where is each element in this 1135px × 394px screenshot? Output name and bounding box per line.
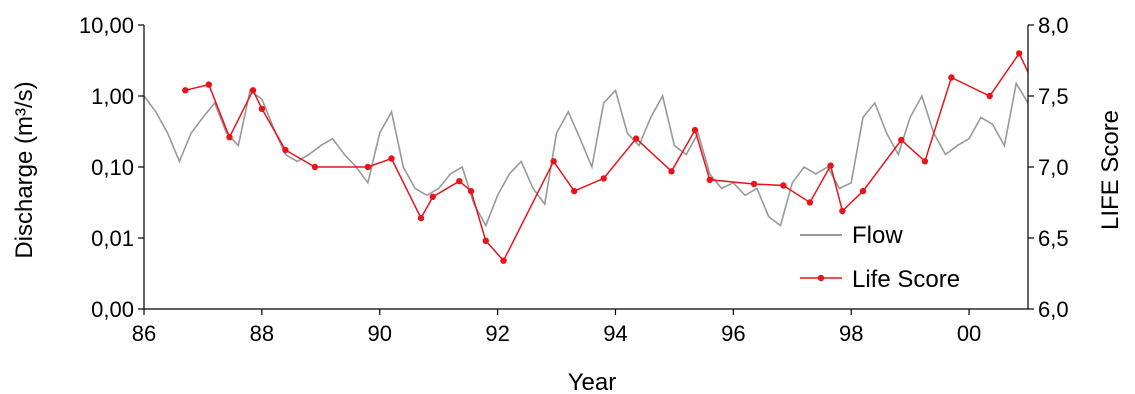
life-score-point [668,168,675,175]
life-score-point [986,92,993,100]
life-score-point [948,74,955,81]
life-score-point [482,237,489,244]
legend-flow-label: Flow [852,222,903,249]
flow-line [144,81,1028,228]
life-score-point [1031,81,1037,87]
life-score-point [500,257,507,264]
life-score-point [706,176,713,183]
life-score-series [182,50,1037,264]
life-score-line [185,51,1028,263]
life-score-point [632,135,640,142]
life-score-point [311,163,319,171]
tick-labels: 86 88 90 92 94 96 98 00 0,00 0,01 0,10 1,00 10,00 6,0… [79,13,1069,346]
x-tick-label: 94 [603,321,627,346]
right-axis-title: LIFE Score [1097,110,1124,230]
life-score-point [182,87,189,94]
life-score-point [467,187,475,195]
life-score-point [205,81,212,88]
life-score-point [600,175,607,182]
x-tick-label: 00 [957,321,981,346]
life-score-point [550,158,557,165]
x-tick-label: 92 [485,321,509,346]
life-score-point [429,193,436,200]
legend: Flow Life Score [800,222,960,293]
left-y-tick-label: 1,00 [91,84,134,109]
x-axis-title: Year [568,369,617,394]
life-score-point [456,178,463,185]
legend-life-marker [817,274,825,282]
right-y-tick-label: 7,5 [1038,84,1069,109]
left-y-tick-label: 0,10 [91,155,134,180]
life-score-point [417,214,425,222]
axes [138,24,1034,315]
left-y-tick-label: 0,01 [91,226,134,251]
life-score-point [1016,50,1023,57]
life-score-point [859,187,867,195]
x-tick-label: 96 [721,321,745,346]
right-y-tick-label: 7,0 [1038,155,1069,180]
life-score-point [780,182,787,189]
legend-life-label: Life Score [852,266,960,293]
life-score-point [750,180,758,188]
life-score-point [364,163,372,171]
life-score-point [827,162,834,169]
left-y-tick-label: 10,00 [79,13,134,38]
life-score-point [226,134,233,141]
x-tick-label: 88 [250,321,274,346]
life-score-point [806,199,814,206]
left-axis-title: Discharge (m³/s) [11,81,38,258]
x-tick-label: 86 [132,321,156,346]
flow-series [144,81,1028,228]
life-score-point [691,126,699,134]
life-score-point [921,158,929,165]
life-score-point [571,187,578,195]
x-tick-label: 90 [367,321,391,346]
right-y-tick-label: 6,0 [1038,297,1069,322]
life-score-point [282,146,289,154]
life-score-point [839,207,846,215]
right-y-tick-label: 8,0 [1038,13,1069,38]
right-y-tick-label: 6,5 [1038,226,1069,251]
life-score-point [249,87,257,94]
life-score-point [898,136,905,144]
life-score-point [258,105,266,113]
left-y-tick-label: 0,00 [91,297,134,322]
x-tick-label: 98 [839,321,863,346]
life-score-point [388,155,395,162]
